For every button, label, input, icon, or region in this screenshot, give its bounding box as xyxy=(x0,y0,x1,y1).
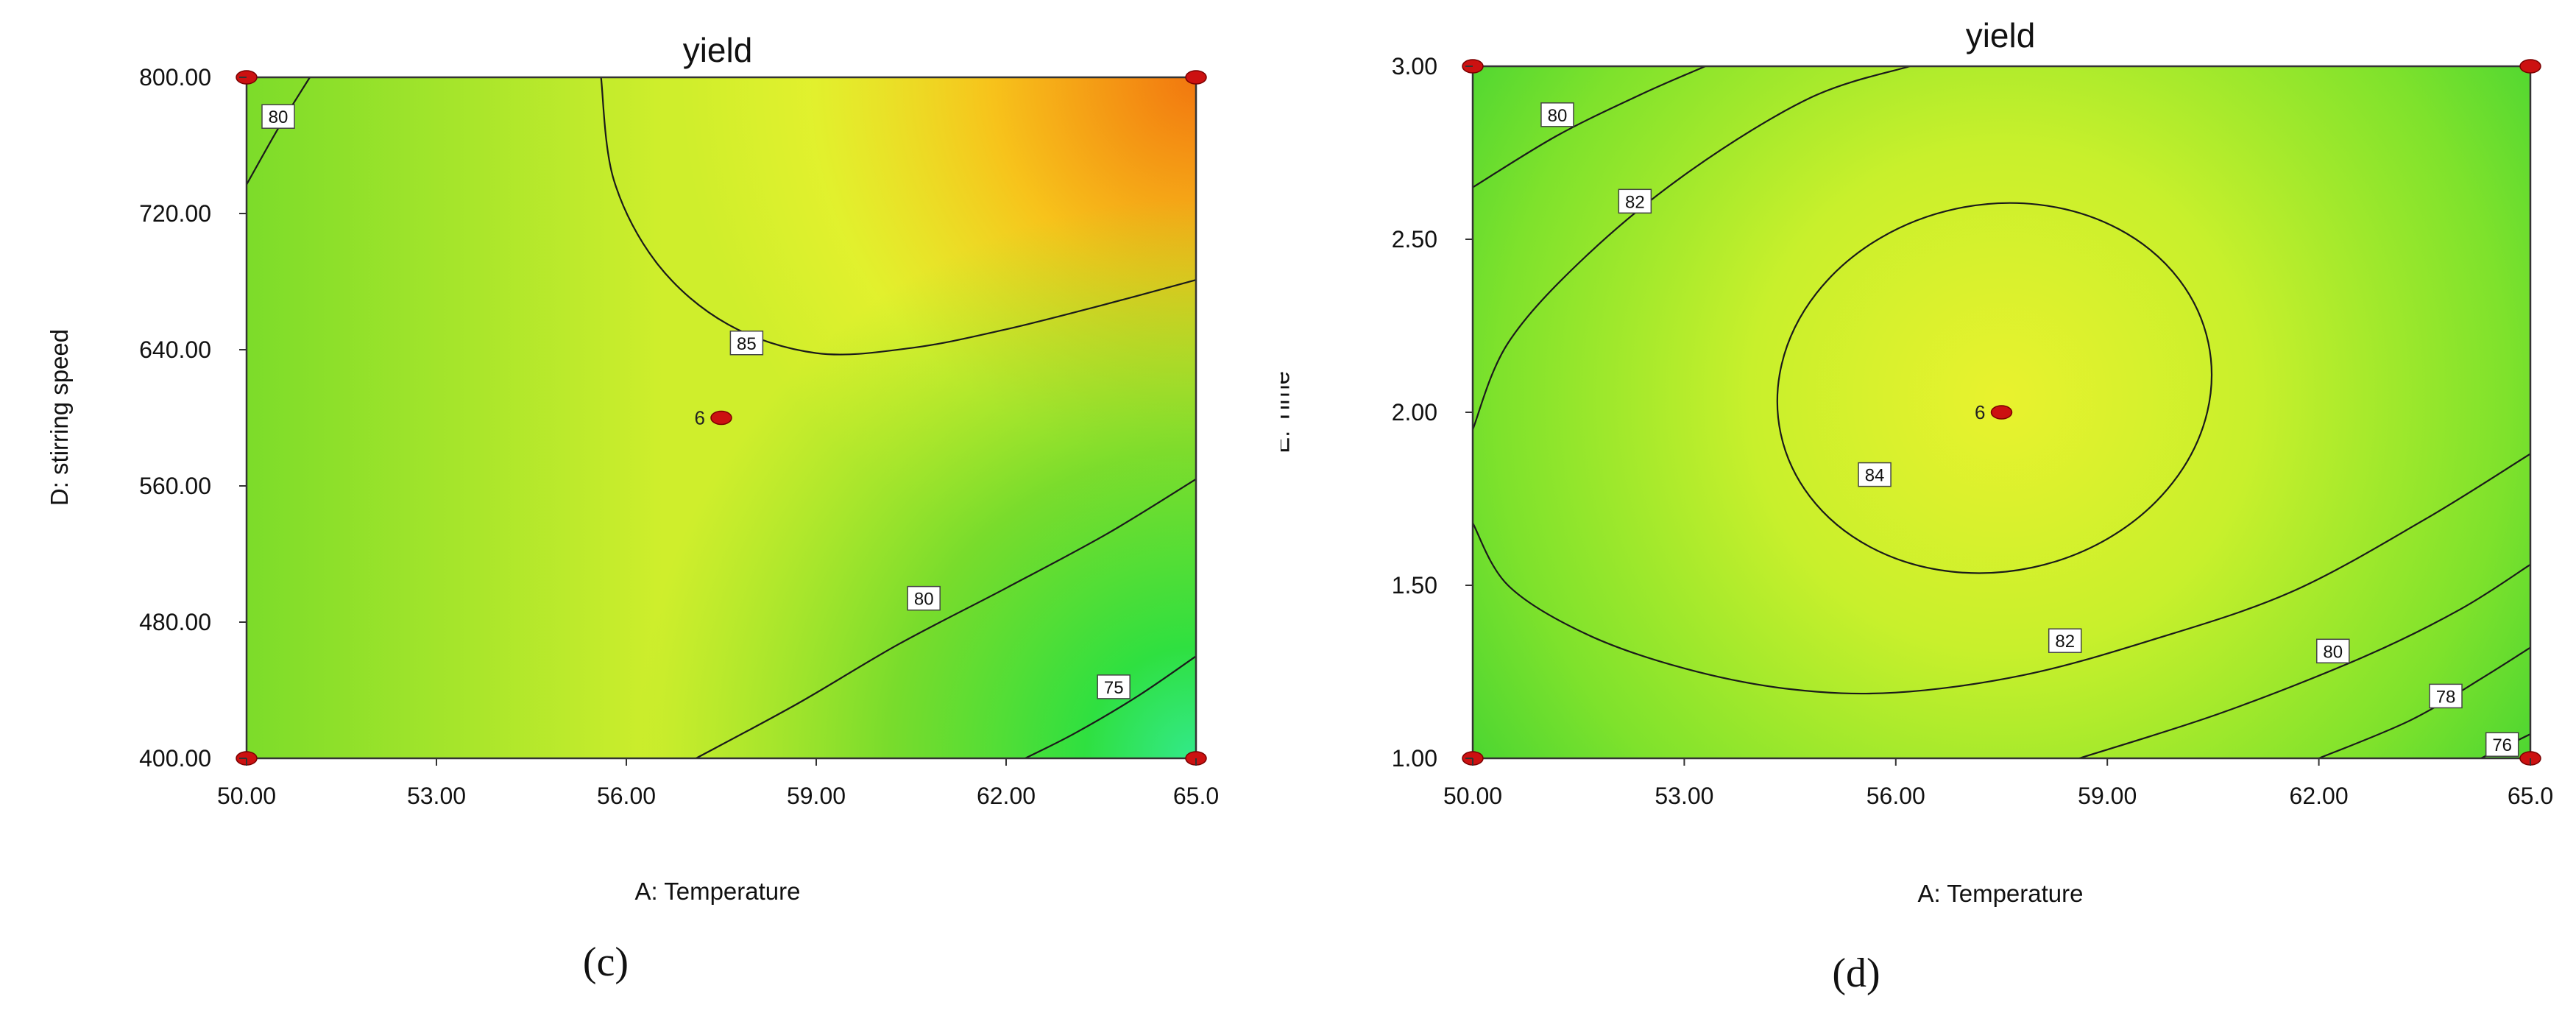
x-axis-label-c: A: Temperature xyxy=(634,878,800,905)
contour-label: 80 xyxy=(1540,102,1574,127)
y-tick-label: 720.00 xyxy=(139,200,211,227)
contour-label-text: 80 xyxy=(2323,642,2343,662)
contour-line-80 xyxy=(696,478,1197,759)
chart-title-c: yield xyxy=(683,31,753,69)
design-point-label: 6 xyxy=(1975,401,1985,423)
contour-label: 80 xyxy=(261,104,295,129)
contour-label: 80 xyxy=(907,585,941,611)
y-tick-label: 1.00 xyxy=(1392,745,1437,772)
contour-label-text: 75 xyxy=(1104,678,1124,698)
contour-label-text: 84 xyxy=(1865,466,1885,486)
x-tick-label: 65.0 xyxy=(1173,783,1219,809)
contour-line-85 xyxy=(600,77,1197,356)
y-tick-label: 800.00 xyxy=(139,64,211,91)
contour-line-80 xyxy=(2078,563,2531,760)
contour-label: 85 xyxy=(729,331,764,356)
contour-label-text: 80 xyxy=(914,590,934,610)
contour-labels-d: 80 82 82 80 78 76 84 xyxy=(1540,102,2519,757)
contour-label: 84 xyxy=(1858,462,1892,487)
design-point xyxy=(1185,70,1207,85)
chart-title-d: yield xyxy=(1966,16,2036,54)
contour-label-text: 78 xyxy=(2436,687,2456,707)
y-tick-labels-c: 400.00 480.00 560.00 640.00 720.00 800.00 xyxy=(139,64,247,772)
x-tick-label: 56.00 xyxy=(1866,783,1925,809)
contour-label: 82 xyxy=(1618,188,1652,214)
design-points-c: 6 xyxy=(236,70,1207,766)
y-tick-label: 1.50 xyxy=(1392,572,1437,599)
contour-label-text: 80 xyxy=(1548,106,1568,126)
y-tick-label: 560.00 xyxy=(139,473,211,499)
contour-label-text: 85 xyxy=(737,334,757,354)
x-tick-label: 53.00 xyxy=(407,783,466,809)
y-tick-label: 400.00 xyxy=(139,745,211,772)
x-tick-labels-d: 50.00 53.00 56.00 59.00 62.00 65.0 xyxy=(1443,758,2553,809)
y-tick-label: 2.00 xyxy=(1392,399,1437,426)
contour-label: 75 xyxy=(1097,674,1130,699)
plot-frame-c xyxy=(245,76,1197,760)
chart-panel-d: 80 82 82 80 78 76 84 6 50.00 53.00 56.00 59.00 62.… xyxy=(1281,0,2576,1016)
contour-label-text: 80 xyxy=(269,107,289,127)
contour-lines-c xyxy=(246,77,1197,759)
chart-panel-c: 80 85 80 75 6 50.00 53.00 56.00 59.00 62.00 65.0… xyxy=(0,0,1281,1016)
x-tick-label: 53.00 xyxy=(1655,783,1713,809)
subfigure-label-c: (c) xyxy=(583,939,629,985)
contour-label: 78 xyxy=(2429,683,2463,709)
contour-labels-c: 80 85 80 75 xyxy=(261,104,1130,699)
x-tick-label: 50.00 xyxy=(1443,783,1502,809)
x-tick-label: 56.00 xyxy=(597,783,656,809)
x-tick-label: 62.00 xyxy=(977,783,1036,809)
design-point xyxy=(1990,405,2013,420)
y-tick-label: 480.00 xyxy=(139,609,211,635)
x-tick-label: 65.0 xyxy=(2508,783,2553,809)
design-point-label: 6 xyxy=(695,407,705,429)
x-axis-label-d: A: Temperature xyxy=(1917,880,2083,907)
y-tick-label: 2.50 xyxy=(1392,226,1437,253)
x-tick-label: 59.00 xyxy=(787,783,846,809)
design-point xyxy=(2519,59,2541,74)
y-axis-label-d: E: Time xyxy=(1281,371,1295,454)
x-tick-label: 50.00 xyxy=(217,783,276,809)
x-tick-label: 59.00 xyxy=(2078,783,2137,809)
design-point xyxy=(710,410,732,426)
contour-plot-c: 80 85 80 75 6 50.00 53.00 56.00 59.00 62.00 65.0… xyxy=(46,31,1219,985)
contour-plot-d: 80 82 82 80 78 76 84 6 50.00 53.00 56.00 59.00 62.… xyxy=(1281,16,2553,996)
y-axis-label-c: D: stirring speed xyxy=(46,329,73,506)
contour-label-text: 82 xyxy=(1625,192,1645,212)
contour-line-80 xyxy=(1472,65,1706,188)
contour-line-82 xyxy=(1472,453,2531,695)
contour-line-75 xyxy=(1025,655,1197,759)
x-tick-labels-c: 50.00 53.00 56.00 59.00 62.00 65.0 xyxy=(217,758,1219,809)
y-tick-labels-d: 1.00 1.50 2.00 2.50 3.00 xyxy=(1392,53,1473,772)
x-tick-label: 62.00 xyxy=(2290,783,2349,809)
contour-label: 76 xyxy=(2485,732,2519,757)
contour-label: 80 xyxy=(2316,638,2350,664)
contour-label-text: 82 xyxy=(2055,632,2075,652)
subfigure-label-d: (d) xyxy=(1832,950,1880,996)
design-points-d: 6 xyxy=(1462,59,2541,766)
y-tick-label: 640.00 xyxy=(139,336,211,363)
contour-line-84 xyxy=(1776,202,2213,574)
contour-label: 82 xyxy=(2048,628,2082,653)
y-tick-label: 3.00 xyxy=(1392,53,1437,80)
contour-label-text: 76 xyxy=(2492,735,2512,755)
